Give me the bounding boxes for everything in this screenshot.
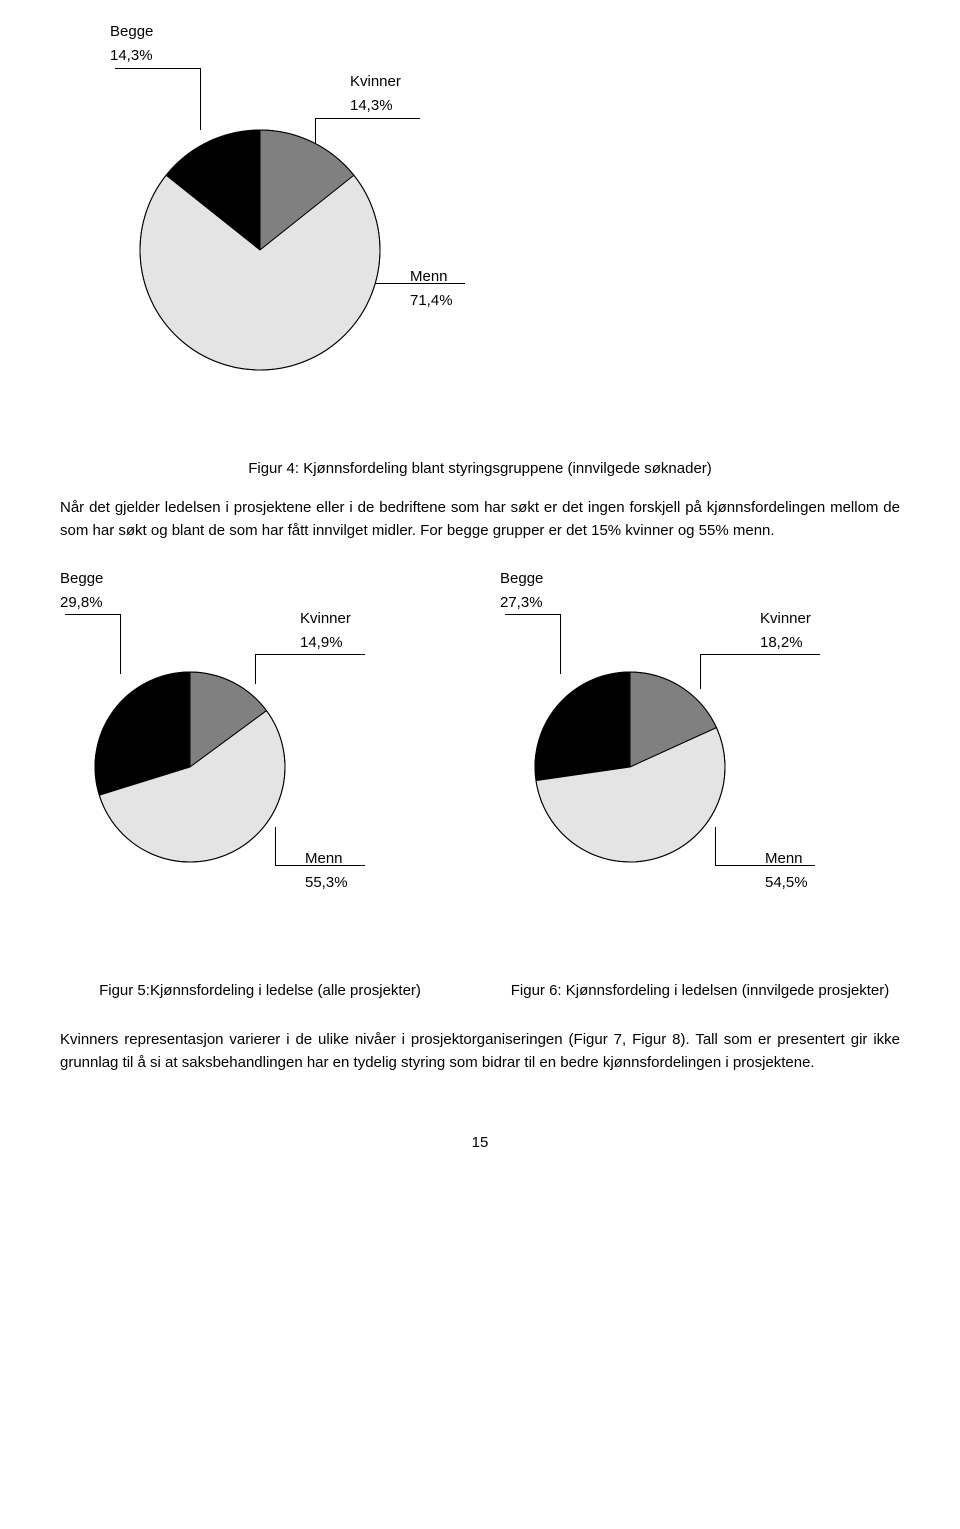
paragraph-2: Kvinners representasjon varierer i de ul… bbox=[60, 1029, 900, 1074]
label-text: Kvinner bbox=[300, 607, 351, 631]
chart1-menn-label: Menn 71,4% bbox=[410, 265, 453, 313]
leader-line bbox=[315, 118, 420, 119]
figure-4-caption: Figur 4: Kjønnsfordeling blant styringsg… bbox=[60, 460, 900, 477]
label-value: 14,9% bbox=[300, 631, 351, 655]
leader-line bbox=[255, 654, 365, 655]
leader-line bbox=[115, 68, 200, 69]
chart3-begge-label: Begge 27,3% bbox=[500, 567, 543, 615]
leader-line bbox=[700, 654, 820, 655]
label-text: Begge bbox=[500, 567, 543, 591]
leader-line bbox=[505, 614, 560, 615]
leader-line bbox=[65, 614, 120, 615]
label-text: Begge bbox=[110, 20, 153, 44]
label-text: Begge bbox=[60, 567, 103, 591]
label-value: 18,2% bbox=[760, 631, 811, 655]
chart1-begge-label: Begge 14,3% bbox=[110, 20, 153, 68]
label-value: 27,3% bbox=[500, 591, 543, 615]
label-value: 29,8% bbox=[60, 591, 103, 615]
label-value: 54,5% bbox=[765, 871, 808, 895]
figure-6-caption: Figur 6: Kjønnsfordeling i ledelsen (inn… bbox=[500, 982, 900, 999]
label-text: Kvinner bbox=[350, 70, 401, 94]
figure-5-container: Begge 29,8% Kvinner 14,9% Menn 55,3% bbox=[60, 572, 460, 952]
chart2-begge-label: Begge 29,8% bbox=[60, 567, 103, 615]
label-text: Menn bbox=[410, 265, 453, 289]
figure-5-caption: Figur 5:Kjønnsfordeling i ledelse (alle … bbox=[60, 982, 460, 999]
chart2-kvinner-label: Kvinner 14,9% bbox=[300, 607, 351, 655]
figure-6-container: Begge 27,3% Kvinner 18,2% Menn 54,5% bbox=[500, 572, 900, 952]
figure-4-container: Begge 14,3% Kvinner 14,3% Menn 71,4% bbox=[60, 40, 900, 440]
chart2-pie bbox=[85, 662, 295, 872]
chart1-kvinner-label: Kvinner 14,3% bbox=[350, 70, 401, 118]
figures-5-6-row: Begge 29,8% Kvinner 14,9% Menn 55,3% Beg… bbox=[60, 572, 900, 952]
label-text: Menn bbox=[765, 847, 808, 871]
label-value: 55,3% bbox=[305, 871, 348, 895]
chart2-menn-label: Menn 55,3% bbox=[305, 847, 348, 895]
chart3-menn-label: Menn 54,5% bbox=[765, 847, 808, 895]
label-value: 71,4% bbox=[410, 289, 453, 313]
label-value: 14,3% bbox=[110, 44, 153, 68]
label-value: 14,3% bbox=[350, 94, 401, 118]
chart3-pie bbox=[525, 662, 735, 872]
paragraph-1: Når det gjelder ledelsen i prosjektene e… bbox=[60, 497, 900, 542]
label-text: Menn bbox=[305, 847, 348, 871]
page-number: 15 bbox=[60, 1134, 900, 1151]
chart3-kvinner-label: Kvinner 18,2% bbox=[760, 607, 811, 655]
label-text: Kvinner bbox=[760, 607, 811, 631]
figures-5-6-captions: Figur 5:Kjønnsfordeling i ledelse (alle … bbox=[60, 972, 900, 999]
chart1-pie bbox=[130, 120, 390, 380]
